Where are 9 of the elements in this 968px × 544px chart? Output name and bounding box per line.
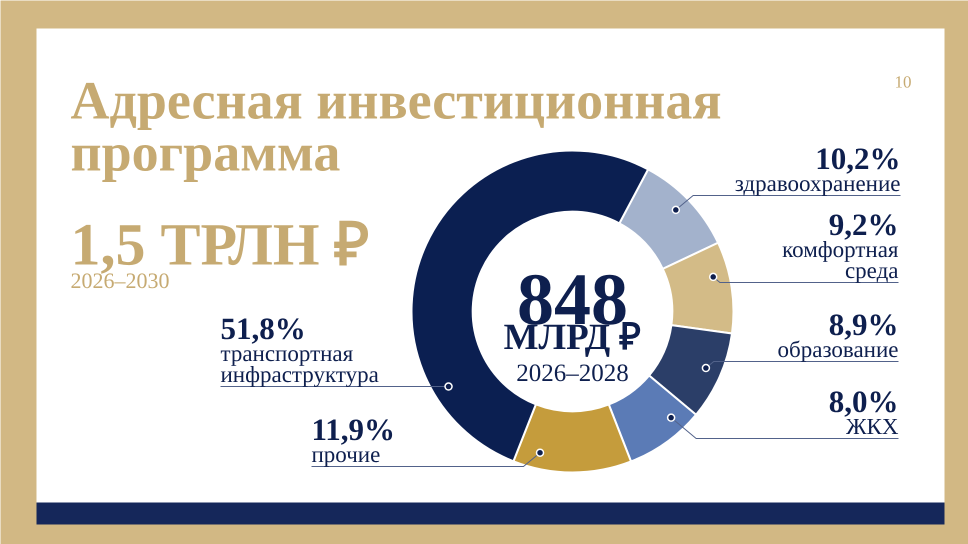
text: 10	[894, 72, 912, 92]
chart-title: Адресная инвестиционная программа	[70, 70, 722, 182]
data-label: 8,0%	[828, 384, 898, 419]
data-label: 9,2%	[828, 207, 898, 242]
data-label: 51,8%	[220, 311, 306, 346]
data-label: 11,9%	[312, 412, 396, 447]
text: 2026–2028	[516, 360, 629, 387]
data-label: 10,2%	[815, 141, 900, 176]
data-label: 8,9%	[828, 307, 898, 342]
